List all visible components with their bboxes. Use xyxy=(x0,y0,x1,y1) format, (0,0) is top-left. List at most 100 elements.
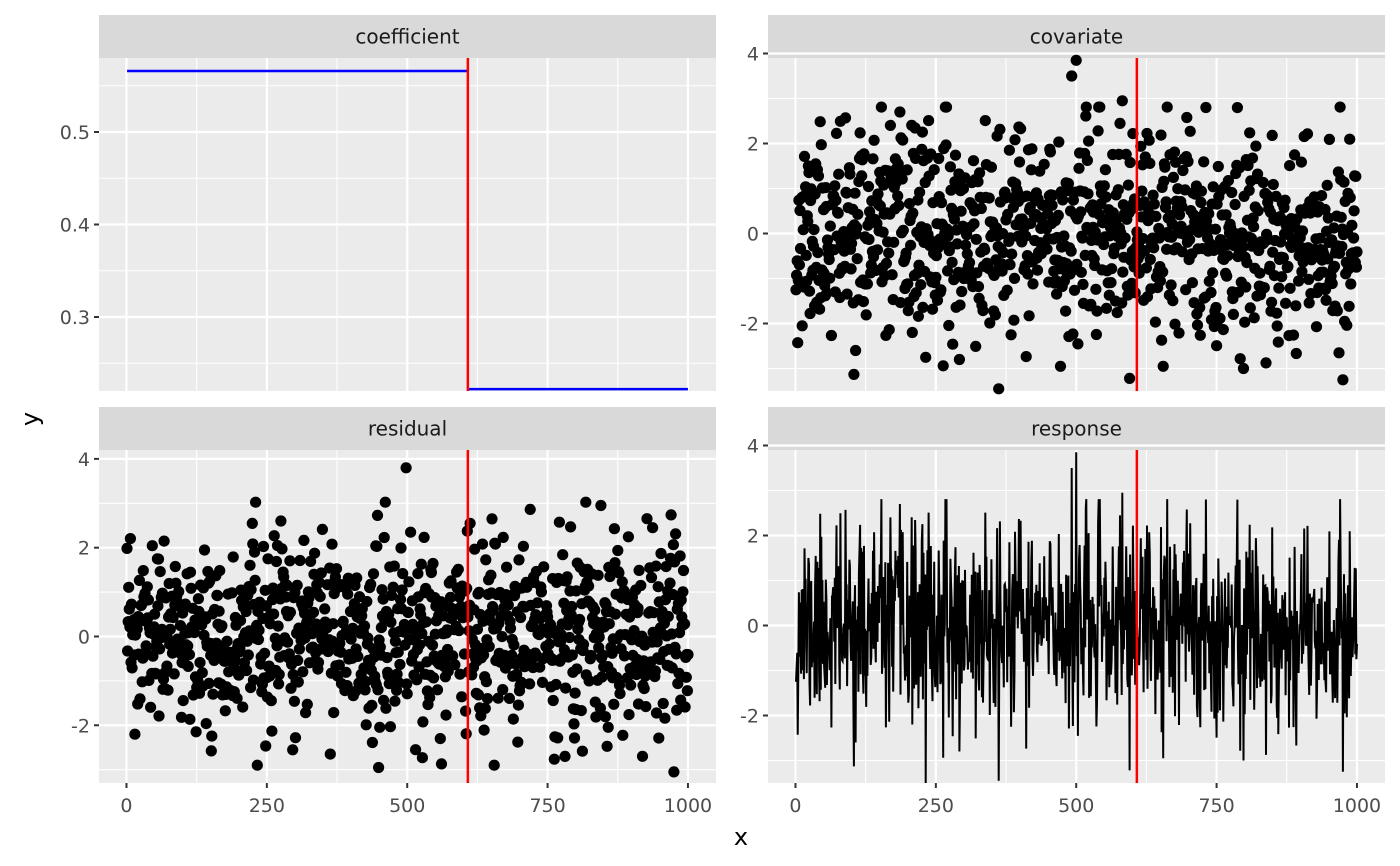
data-point xyxy=(384,721,396,733)
data-point xyxy=(568,732,581,744)
data-point xyxy=(1067,328,1079,340)
data-point xyxy=(930,271,942,283)
x-tick-label: 0 xyxy=(120,795,132,817)
data-point xyxy=(300,707,312,719)
data-point xyxy=(292,676,304,688)
data-point xyxy=(1038,158,1050,170)
data-point xyxy=(839,112,852,124)
panels: coefficient0.30.40.5covariate-2024residu… xyxy=(60,15,1385,817)
data-point xyxy=(1252,168,1264,180)
data-point xyxy=(897,224,909,236)
data-point xyxy=(1252,205,1264,217)
data-point xyxy=(480,554,492,566)
data-point xyxy=(576,745,589,757)
data-point xyxy=(1053,136,1065,148)
data-point xyxy=(1246,152,1259,164)
data-point xyxy=(883,247,895,259)
data-point xyxy=(485,569,497,581)
data-point xyxy=(945,184,957,196)
data-point xyxy=(333,659,345,671)
data-point xyxy=(152,600,164,612)
data-point xyxy=(603,618,615,630)
data-point xyxy=(416,752,428,764)
data-point xyxy=(1111,213,1123,225)
data-point xyxy=(1105,277,1117,289)
data-point xyxy=(137,565,149,577)
data-point xyxy=(613,679,626,691)
data-point xyxy=(1250,140,1262,152)
data-point xyxy=(979,244,991,256)
data-point xyxy=(867,153,879,165)
data-point xyxy=(427,557,439,570)
data-point xyxy=(480,676,492,688)
data-point xyxy=(608,698,620,710)
data-point xyxy=(1254,267,1266,279)
data-point xyxy=(667,539,680,551)
data-point xyxy=(1020,230,1032,242)
data-point xyxy=(123,581,135,593)
data-point xyxy=(454,668,466,680)
data-point xyxy=(792,337,804,349)
data-point xyxy=(1091,305,1103,317)
data-point xyxy=(848,368,860,380)
y-axis-title: y xyxy=(16,412,44,426)
data-point xyxy=(650,560,662,572)
data-point xyxy=(677,586,689,598)
data-point xyxy=(405,526,417,538)
data-point xyxy=(583,675,595,687)
data-point xyxy=(601,740,613,752)
data-point xyxy=(933,152,945,165)
data-point xyxy=(1348,232,1360,244)
data-point xyxy=(476,538,489,550)
data-point xyxy=(504,622,517,634)
data-point xyxy=(275,515,287,527)
response-line xyxy=(795,452,1358,784)
data-point xyxy=(1266,129,1278,141)
data-point xyxy=(559,750,571,763)
data-point xyxy=(327,618,339,630)
data-point xyxy=(177,695,189,707)
data-point xyxy=(324,748,336,760)
data-point xyxy=(126,662,138,674)
data-point xyxy=(1148,198,1160,210)
data-point xyxy=(1319,203,1331,216)
data-point xyxy=(1227,308,1239,320)
data-point xyxy=(453,625,465,637)
data-point xyxy=(361,595,373,608)
data-point xyxy=(871,244,884,256)
data-point xyxy=(289,732,302,744)
data-point xyxy=(1025,164,1037,176)
data-point xyxy=(380,702,392,714)
data-point xyxy=(276,543,288,555)
data-point xyxy=(1184,234,1196,246)
data-point xyxy=(1195,185,1207,197)
data-point xyxy=(954,299,966,311)
data-point xyxy=(292,654,304,667)
data-point xyxy=(367,568,380,580)
data-point xyxy=(478,649,490,661)
data-point xyxy=(1022,268,1034,280)
data-point xyxy=(460,728,472,740)
data-point xyxy=(1159,161,1171,173)
data-point xyxy=(257,540,270,553)
data-point xyxy=(391,668,403,680)
data-point xyxy=(425,566,437,579)
data-point xyxy=(1144,253,1156,266)
data-point xyxy=(897,134,909,146)
data-point xyxy=(892,190,904,202)
data-point xyxy=(1100,302,1113,314)
data-point xyxy=(812,170,825,182)
data-point xyxy=(1271,320,1283,332)
data-point xyxy=(389,635,401,647)
data-point xyxy=(857,296,870,308)
data-point xyxy=(268,530,280,542)
data-point xyxy=(1284,282,1296,294)
data-point xyxy=(851,253,863,265)
data-point xyxy=(1257,176,1269,189)
y-tick-label: 4 xyxy=(747,436,759,458)
data-point xyxy=(1264,260,1276,272)
data-point xyxy=(640,701,652,713)
data-point xyxy=(916,126,929,138)
y-tick-label: 2 xyxy=(747,134,759,156)
data-point xyxy=(1220,209,1232,221)
